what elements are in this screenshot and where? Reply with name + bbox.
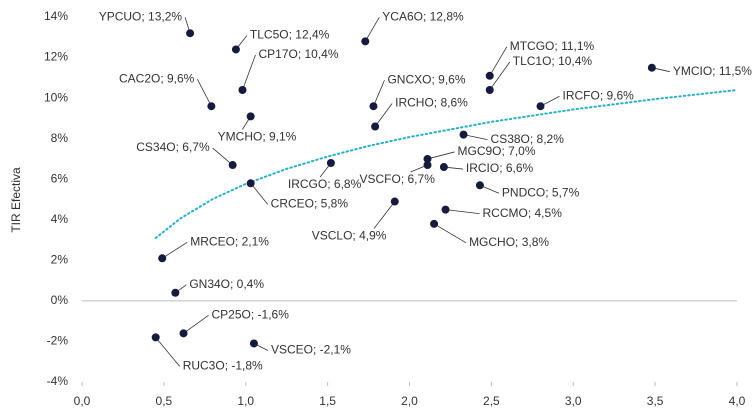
point-label: IRCHO; 8,6% [395,96,468,110]
point-label: CP25O; -1,6% [212,308,290,322]
leader-line [373,80,385,107]
point [536,102,545,111]
point-label: MGC9O; 7,0% [458,144,536,158]
point-label: MGCHO; 3,8% [469,235,549,249]
point-label: CP17O; 10,4% [258,47,338,61]
point [485,86,494,94]
y-tick-label: 10% [44,90,68,104]
point [485,71,494,80]
point-label: CRCEO; 5,8% [271,196,349,210]
point [371,122,380,131]
point-label: YMCHO; 9,1% [218,130,297,144]
point-label: YMCIO; 11,5% [673,64,752,78]
point [238,86,247,94]
leader-line [155,337,180,367]
point-label: YCA6O; 12,8% [382,10,464,24]
point-label: GNCXO; 9,6% [387,72,465,86]
leader-line [489,61,511,91]
leader-line [445,209,480,215]
leader-line [489,46,508,77]
y-tick-label: 4% [51,212,69,226]
point-label: CS38O; 8,2% [491,132,565,146]
x-tick-label: 2,0 [401,394,418,408]
leader-line [364,17,380,42]
point [179,329,188,338]
point-label: TLC5O; 12,4% [250,28,330,42]
point-label: CS34O; 6,7% [136,140,210,154]
x-tick-label: 2,5 [483,394,500,408]
leader-line [250,183,268,205]
point [171,288,180,297]
point [439,163,448,172]
point-label: MTCGO; 11,1% [510,39,595,53]
leader-line [242,54,256,91]
point [246,179,255,188]
point-label: TLC1O; 10,4% [513,54,593,68]
x-tick-label: 4,0 [729,394,746,408]
x-tick-label: 1,5 [319,394,336,408]
point-label: PNDCO; 5,7% [502,185,580,199]
point-label: CAC2O; 9,6% [119,71,195,85]
point [390,197,399,206]
leader-line [212,147,233,166]
y-tick-label: 12% [44,50,68,64]
y-tick-label: 6% [51,171,69,185]
point [459,130,468,139]
point [326,159,335,167]
y-tick-label: 14% [44,9,68,23]
leader-line [433,223,467,244]
point-label: YPCUO; 13,2% [99,9,183,23]
point [475,181,484,190]
x-tick-label: 3,5 [647,394,664,408]
point [441,205,450,214]
point [186,29,195,38]
point [369,102,378,111]
leader-line [162,241,188,259]
point-label: VSCEO; -2,1% [271,343,351,357]
point [158,254,167,263]
point [361,37,370,46]
trend-line [154,89,738,240]
leader-line [197,79,212,107]
leader-line [374,103,393,127]
y-tick-label: -2% [47,334,69,348]
point-label: IRCIO; 6,6% [466,161,534,175]
y-tick-label: 8% [51,131,69,145]
point [246,112,255,121]
point [430,219,439,228]
y-axis-label: TIR Efectiva [9,167,23,233]
leader-line [463,134,488,141]
point-label: VSCFO; 6,7% [360,172,436,186]
point-label: IRCGO; 6,8% [288,177,362,191]
point [249,339,258,348]
y-tick-label: -4% [47,374,69,388]
point [647,63,656,72]
leader-line [427,151,455,160]
x-tick-label: 3,0 [565,394,582,408]
point-label: RCCMO; 4,5% [483,206,563,220]
point [207,102,216,111]
leader-line [373,201,396,229]
point-label: GN34O; 0,4% [189,277,264,291]
point [151,333,160,342]
y-tick-label: 2% [51,253,69,267]
point-label: MRCEO; 2,1% [190,234,269,248]
leader-line [183,315,209,334]
point-label: RUC3O; -1,8% [183,359,263,373]
point [231,45,240,54]
point [423,154,432,163]
x-tick-label: 0,0 [74,394,91,408]
x-tick-label: 1,0 [237,394,254,408]
point [423,161,432,170]
point-label: IRCFO; 9,6% [563,88,635,102]
point [228,161,237,170]
x-tick-label: 0,5 [156,394,173,408]
y-tick-label: 0% [51,293,69,307]
point-label: VSCLO; 4,9% [312,229,387,243]
